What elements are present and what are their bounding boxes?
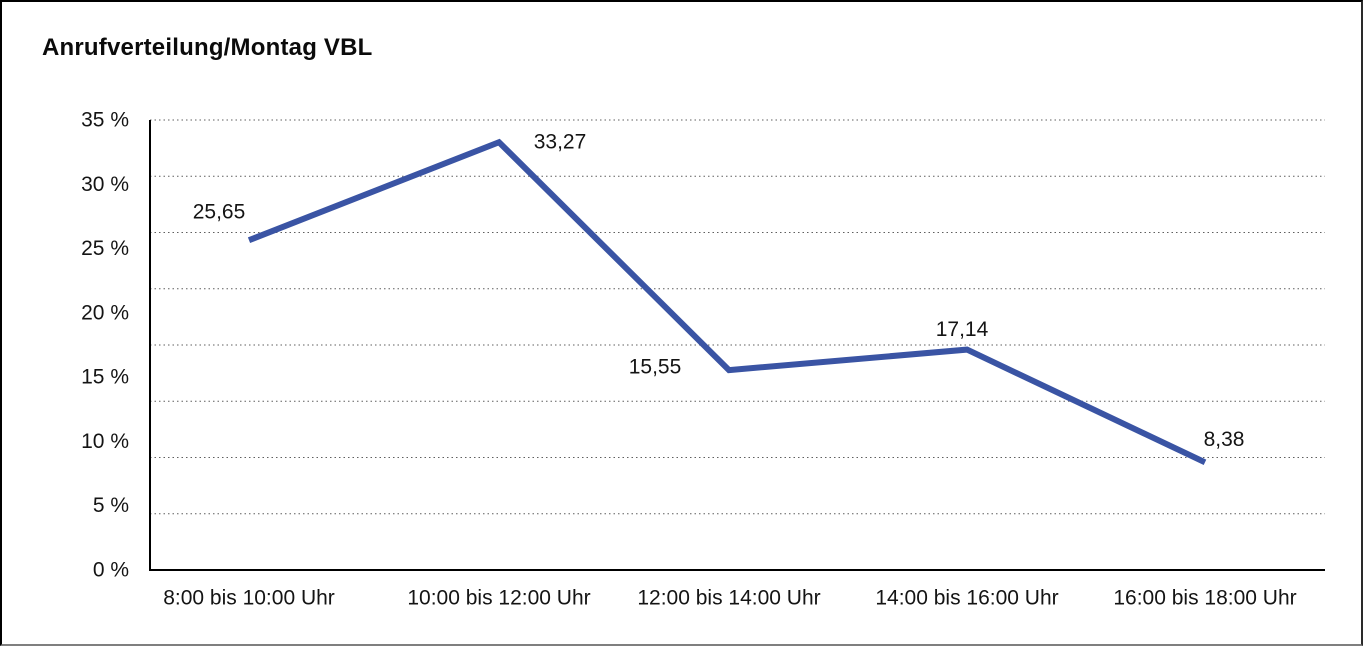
data-line xyxy=(247,138,1207,466)
y-tick-label: 15 % xyxy=(81,366,129,389)
y-tick-label: 30 % xyxy=(81,173,129,196)
chart-title: Anrufverteilung/Montag VBL xyxy=(42,34,373,61)
x-category-label: 16:00 bis 18:00 Uhr xyxy=(1113,587,1296,610)
x-category-label: 10:00 bis 12:00 Uhr xyxy=(407,587,590,610)
data-point-label: 25,65 xyxy=(193,201,246,224)
y-tick-label: 0 % xyxy=(93,559,129,582)
y-tick-label: 25 % xyxy=(81,237,129,260)
y-tick-label: 35 % xyxy=(81,109,129,132)
data-point-label: 33,27 xyxy=(534,131,587,154)
data-point-label: 15,55 xyxy=(629,356,682,379)
x-category-label: 12:00 bis 14:00 Uhr xyxy=(637,587,820,610)
y-tick-label: 10 % xyxy=(81,430,129,453)
x-category-label: 14:00 bis 16:00 Uhr xyxy=(875,587,1058,610)
y-tick-label: 20 % xyxy=(81,301,129,324)
y-tick-label: 5 % xyxy=(93,494,129,517)
data-point-label: 17,14 xyxy=(936,318,989,341)
x-category-label: 8:00 bis 10:00 Uhr xyxy=(163,587,335,610)
data-point-label: 8,38 xyxy=(1204,428,1245,451)
